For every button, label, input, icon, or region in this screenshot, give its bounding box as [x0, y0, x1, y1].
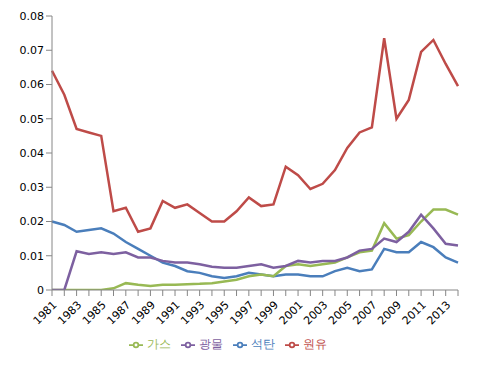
svg-text:1995: 1995: [203, 298, 232, 327]
svg-text:2003: 2003: [301, 298, 330, 327]
svg-text:0.03: 0.03: [20, 181, 45, 194]
svg-text:0: 0: [37, 284, 44, 297]
svg-text:0.01: 0.01: [20, 250, 45, 263]
svg-text:1989: 1989: [129, 298, 158, 327]
html-text:광물: 광물: [199, 337, 223, 351]
svg-text:1991: 1991: [154, 298, 183, 327]
svg-text:1985: 1985: [80, 298, 109, 327]
svg-text:1997: 1997: [228, 298, 257, 327]
svg-text:1993: 1993: [178, 298, 207, 327]
svg-text:1981: 1981: [31, 298, 60, 327]
html-text:석탄: 석탄: [251, 337, 275, 351]
svg-text:2009: 2009: [375, 298, 404, 327]
svg-text:2013: 2013: [424, 298, 453, 327]
svg-text:0.06: 0.06: [20, 78, 45, 91]
svg-text:0.08: 0.08: [20, 10, 45, 23]
html-text:원유: 원유: [303, 337, 327, 351]
svg-text:2005: 2005: [326, 298, 355, 327]
svg-text:0.07: 0.07: [20, 44, 45, 57]
svg-text:1983: 1983: [55, 298, 84, 327]
svg-text:2011: 2011: [400, 298, 429, 327]
svg-text:1987: 1987: [104, 298, 133, 327]
svg-text:2007: 2007: [351, 298, 380, 327]
svg-text:1999: 1999: [252, 298, 281, 327]
html-text:가스: 가스: [147, 337, 171, 351]
svg-text:0.04: 0.04: [20, 147, 45, 160]
svg-text:0.05: 0.05: [20, 113, 45, 126]
svg-text:2001: 2001: [277, 298, 306, 327]
svg-text:0.02: 0.02: [20, 215, 45, 228]
